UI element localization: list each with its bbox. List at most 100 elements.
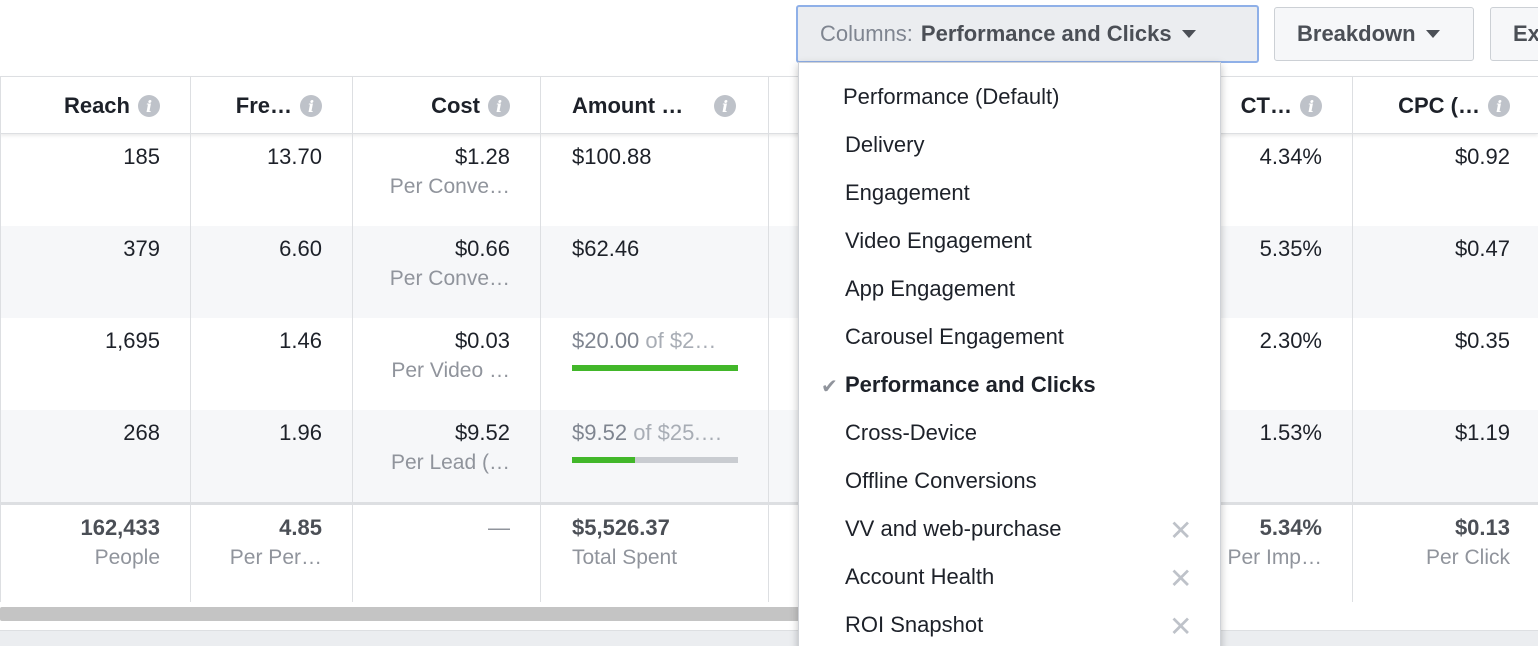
totals-row: 162,433 People 4.85 Per Per… — $5,526.37… xyxy=(0,502,1538,602)
header-label: Fre… xyxy=(235,93,292,118)
total-ctr: 5.34% xyxy=(1259,515,1322,540)
cpc-value: $0.92 xyxy=(1454,144,1510,169)
amount-value: $100.88 xyxy=(572,144,652,169)
horizontal-scrollbar[interactable] xyxy=(0,607,800,621)
breakdown-label: Breakdown xyxy=(1297,21,1416,46)
header-label: Cost xyxy=(431,93,480,118)
cpc-value: $0.47 xyxy=(1454,236,1510,261)
info-icon[interactable]: i xyxy=(714,95,736,117)
menu-item-label: VV and web-purchase xyxy=(845,516,1062,541)
amount-spent: $9.52 of $25.… xyxy=(572,418,742,448)
info-icon[interactable]: i xyxy=(138,95,160,117)
menu-item-cross-device[interactable]: Cross-Device xyxy=(799,409,1220,457)
frequency-value: 1.46 xyxy=(279,328,322,353)
column-divider xyxy=(768,76,769,602)
toolbar: Columns: Performance and Clicks Breakdow… xyxy=(0,0,1538,76)
column-header-amount[interactable]: Amount … i xyxy=(572,77,736,135)
cost-value: $1.28 xyxy=(454,144,510,169)
total-frequency: 4.85 xyxy=(279,515,322,540)
menu-item-label: App Engagement xyxy=(845,276,1016,301)
amount-value: $62.46 xyxy=(572,236,640,261)
menu-item-delivery[interactable]: Delivery xyxy=(799,121,1220,169)
menu-item-roi-snapshot[interactable]: ROI Snapshot ✕ xyxy=(799,601,1220,646)
menu-item-label: Engagement xyxy=(845,180,970,205)
info-icon[interactable]: i xyxy=(1300,95,1322,117)
table-row[interactable]: 185 13.70 $1.28 Per Conve… $100.88 4.34%… xyxy=(0,134,1538,226)
menu-item-label: Video Engagement xyxy=(845,228,1032,253)
column-header-cpc[interactable]: CPC (… i xyxy=(1360,77,1510,135)
column-divider xyxy=(540,76,541,602)
total-amount: $5,526.37 xyxy=(572,515,670,540)
cpc-value: $0.35 xyxy=(1454,328,1510,353)
menu-item-offline-conversions[interactable]: Offline Conversions xyxy=(799,457,1220,505)
table-row[interactable]: 379 6.60 $0.66 Per Conve… $62.46 5.35% $… xyxy=(0,226,1538,318)
header-label: CPC (… xyxy=(1398,93,1480,118)
amount-spent-value: $9.52 xyxy=(572,420,628,445)
info-icon[interactable]: i xyxy=(300,95,322,117)
table-footer xyxy=(0,630,1538,646)
budget-progress-fill xyxy=(572,457,636,463)
columns-dropdown-menu: Performance (Default) Delivery Engagemen… xyxy=(798,62,1221,646)
total-frequency-subtext: Per Per… xyxy=(229,546,322,569)
cost-subtext: Per Conve… xyxy=(389,175,510,198)
column-header-cost[interactable]: Cost i xyxy=(354,77,510,135)
menu-item-label: Account Health xyxy=(845,564,995,589)
header-label: CT… xyxy=(1240,93,1292,118)
column-divider xyxy=(190,76,191,602)
table-row[interactable]: 1,695 1.46 $0.03 Per Video … $20.00 of $… xyxy=(0,318,1538,410)
frequency-value: 13.70 xyxy=(266,144,322,169)
total-ctr-subtext: Per Imp… xyxy=(1227,546,1322,569)
frequency-value: 6.60 xyxy=(279,236,322,261)
remove-preset-icon[interactable]: ✕ xyxy=(1169,515,1193,546)
menu-item-app-engagement[interactable]: App Engagement xyxy=(799,265,1220,313)
ctr-value: 2.30% xyxy=(1259,328,1322,353)
columns-prefix: Columns: xyxy=(820,21,913,46)
menu-item-performance-and-clicks[interactable]: ✔ Performance and Clicks xyxy=(799,361,1220,409)
amount-spent-value: $20.00 xyxy=(572,328,640,353)
menu-item-account-health[interactable]: Account Health ✕ xyxy=(799,553,1220,601)
amount-budget: of $25.… xyxy=(633,420,723,445)
budget-progress-bar xyxy=(572,365,738,371)
remove-preset-icon[interactable]: ✕ xyxy=(1169,611,1193,642)
column-divider xyxy=(1352,76,1353,602)
cost-subtext: Per Video … xyxy=(391,359,510,382)
reach-value: 268 xyxy=(123,420,160,445)
amount-spent: $20.00 of $2… xyxy=(572,326,742,356)
reach-value: 185 xyxy=(123,144,160,169)
cpc-value: $1.19 xyxy=(1454,420,1510,445)
cost-subtext: Per Lead (… xyxy=(390,451,510,474)
total-reach: 162,433 xyxy=(80,515,160,540)
ctr-value: 1.53% xyxy=(1259,420,1322,445)
column-header-frequency[interactable]: Fre… i xyxy=(192,77,322,135)
remove-preset-icon[interactable]: ✕ xyxy=(1169,563,1193,594)
columns-value: Performance and Clicks xyxy=(920,21,1172,46)
menu-item-carousel-engagement[interactable]: Carousel Engagement xyxy=(799,313,1220,361)
menu-item-engagement[interactable]: Engagement xyxy=(799,169,1220,217)
cost-subtext: Per Conve… xyxy=(389,267,510,290)
breakdown-button[interactable]: Breakdown xyxy=(1274,7,1474,61)
export-button[interactable]: Ex xyxy=(1490,7,1538,61)
amount-budget: of $2… xyxy=(645,328,717,353)
menu-item-label: ROI Snapshot xyxy=(845,612,984,637)
menu-item-label: Performance and Clicks xyxy=(845,372,1096,397)
column-header-reach[interactable]: Reach i xyxy=(0,77,160,135)
menu-item-performance-default[interactable]: Performance (Default) xyxy=(799,73,1220,121)
menu-item-video-engagement[interactable]: Video Engagement xyxy=(799,217,1220,265)
info-icon[interactable]: i xyxy=(1488,95,1510,117)
column-divider xyxy=(352,76,353,602)
reach-value: 379 xyxy=(123,236,160,261)
ctr-value: 5.35% xyxy=(1259,236,1322,261)
ctr-value: 4.34% xyxy=(1259,144,1322,169)
column-header-ctr[interactable]: CT… i xyxy=(1222,77,1322,135)
info-icon[interactable]: i xyxy=(488,95,510,117)
total-cpc-subtext: Per Click xyxy=(1425,546,1510,569)
menu-item-vv-and-web-purchase[interactable]: VV and web-purchase ✕ xyxy=(799,505,1220,553)
total-cost: — xyxy=(488,515,510,540)
table-row[interactable]: 268 1.96 $9.52 Per Lead (… $9.52 of $25.… xyxy=(0,410,1538,502)
columns-dropdown-button[interactable]: Columns: Performance and Clicks xyxy=(796,5,1259,63)
caret-down-icon xyxy=(1181,30,1196,38)
menu-item-label: Carousel Engagement xyxy=(845,324,1064,349)
budget-progress-fill xyxy=(572,365,738,371)
total-cpc: $0.13 xyxy=(1454,515,1510,540)
